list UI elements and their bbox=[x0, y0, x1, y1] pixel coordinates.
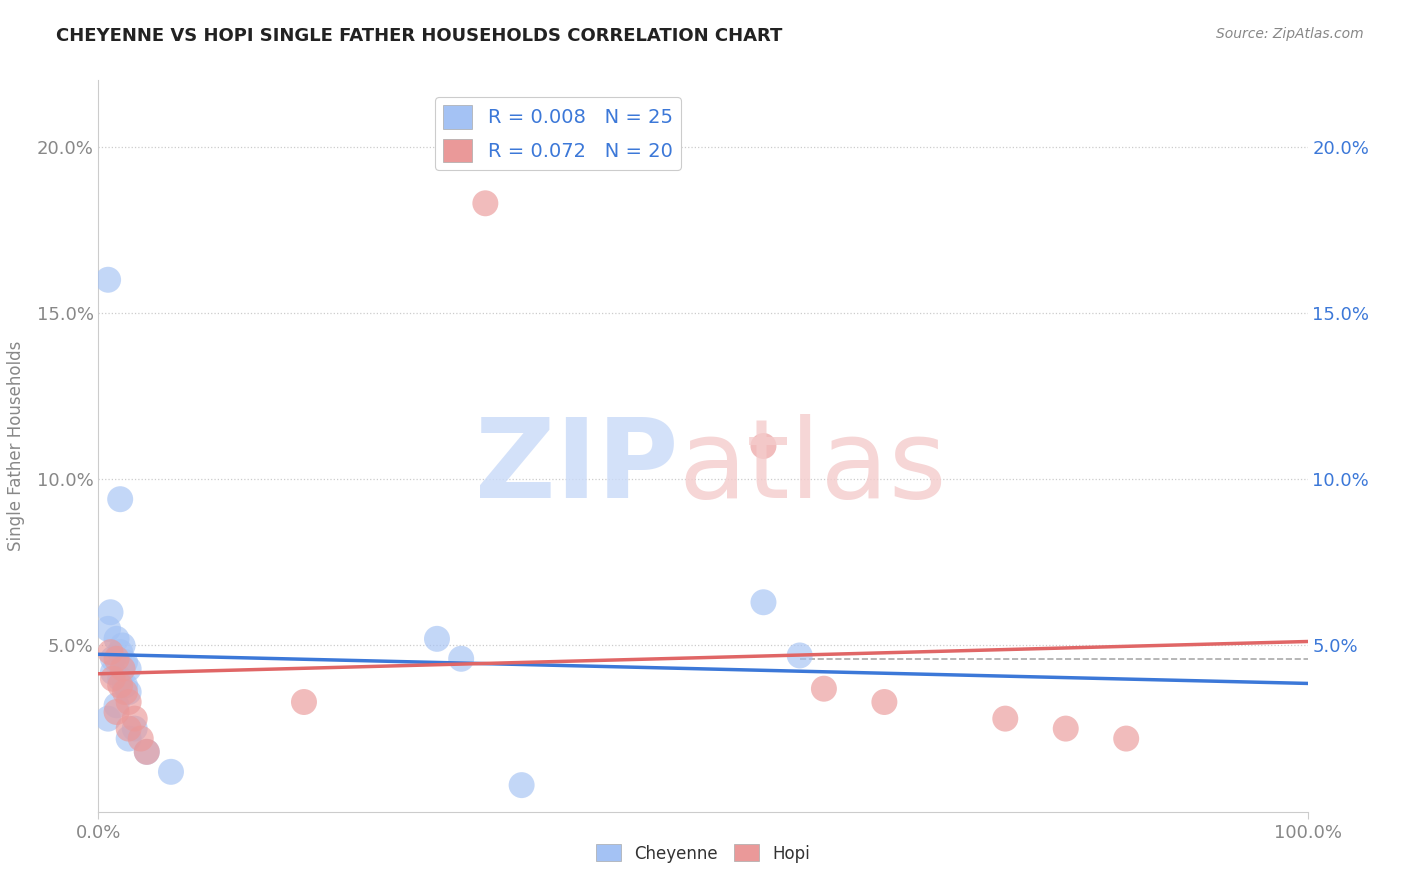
Point bbox=[108, 678, 131, 692]
Point bbox=[426, 632, 449, 646]
Point bbox=[105, 698, 128, 713]
Point bbox=[1115, 731, 1137, 746]
Point bbox=[111, 639, 134, 653]
Point bbox=[510, 778, 533, 792]
Point bbox=[450, 652, 472, 666]
Point bbox=[114, 655, 136, 669]
Point bbox=[292, 695, 315, 709]
Point bbox=[101, 665, 124, 679]
Text: atlas: atlas bbox=[679, 415, 948, 522]
Point bbox=[97, 712, 120, 726]
Point bbox=[108, 492, 131, 507]
Point bbox=[873, 695, 896, 709]
Point bbox=[101, 652, 124, 666]
Point bbox=[97, 273, 120, 287]
Point bbox=[114, 678, 136, 692]
Point bbox=[100, 605, 122, 619]
Point bbox=[105, 632, 128, 646]
Point bbox=[114, 685, 136, 699]
Y-axis label: Single Father Households: Single Father Households bbox=[7, 341, 25, 551]
Point bbox=[752, 595, 775, 609]
Point bbox=[129, 731, 152, 746]
Point bbox=[118, 731, 141, 746]
Point bbox=[752, 439, 775, 453]
Point bbox=[97, 622, 120, 636]
Legend: Cheyenne, Hopi: Cheyenne, Hopi bbox=[589, 838, 817, 869]
Point bbox=[118, 695, 141, 709]
Point bbox=[108, 672, 131, 686]
Point bbox=[108, 645, 131, 659]
Point bbox=[105, 652, 128, 666]
Text: ZIP: ZIP bbox=[475, 415, 679, 522]
Point bbox=[111, 662, 134, 676]
Point bbox=[118, 685, 141, 699]
Point bbox=[813, 681, 835, 696]
Point bbox=[1054, 722, 1077, 736]
Text: CHEYENNE VS HOPI SINGLE FATHER HOUSEHOLDS CORRELATION CHART: CHEYENNE VS HOPI SINGLE FATHER HOUSEHOLD… bbox=[56, 27, 783, 45]
Point bbox=[789, 648, 811, 663]
Text: Source: ZipAtlas.com: Source: ZipAtlas.com bbox=[1216, 27, 1364, 41]
Point bbox=[160, 764, 183, 779]
Point bbox=[474, 196, 496, 211]
Point bbox=[118, 722, 141, 736]
Point bbox=[994, 712, 1017, 726]
Point bbox=[124, 722, 146, 736]
Point bbox=[118, 662, 141, 676]
Point bbox=[100, 645, 122, 659]
Point bbox=[105, 705, 128, 719]
Point bbox=[135, 745, 157, 759]
Point bbox=[124, 712, 146, 726]
Point bbox=[101, 672, 124, 686]
Point bbox=[135, 745, 157, 759]
